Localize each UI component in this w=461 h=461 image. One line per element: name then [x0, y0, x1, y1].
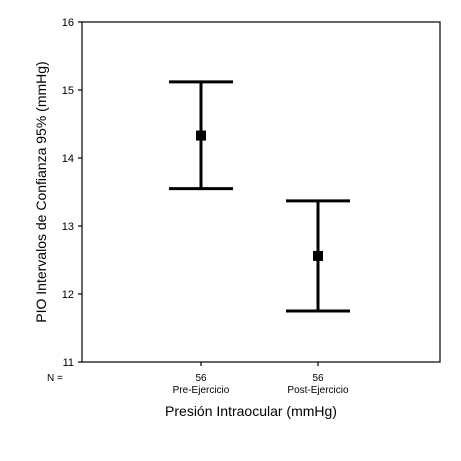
- x-category-label: Post-Ejercicio: [287, 385, 349, 396]
- y-axis-title: PIO Intervalos de Confianza 95% (mmHg): [33, 61, 49, 322]
- error-bar-post-ejercicio: [286, 199, 350, 313]
- y-tick-label: 13: [62, 221, 74, 233]
- x-category-label: Pre-Ejercicio: [173, 385, 230, 396]
- plot-frame: [81, 21, 441, 363]
- y-tick-label: 11: [63, 357, 74, 369]
- x-axis-title: Presión Intraocular (mmHg): [165, 403, 337, 419]
- error-bar-pre-ejercicio: [169, 80, 233, 191]
- mean-marker: [313, 250, 323, 261]
- n-value: 56: [312, 373, 324, 384]
- mean-marker: [196, 130, 206, 141]
- error-bars: [169, 80, 350, 313]
- n-label: N =: [47, 373, 63, 384]
- n-value: 56: [195, 373, 207, 384]
- y-tick-label: 12: [62, 289, 74, 301]
- y-axis: 11 12 13 14 15 16: [62, 17, 82, 369]
- y-tick-label: 16: [62, 17, 74, 29]
- y-tick-label: 14: [62, 153, 74, 165]
- y-tick-label: 15: [62, 85, 74, 97]
